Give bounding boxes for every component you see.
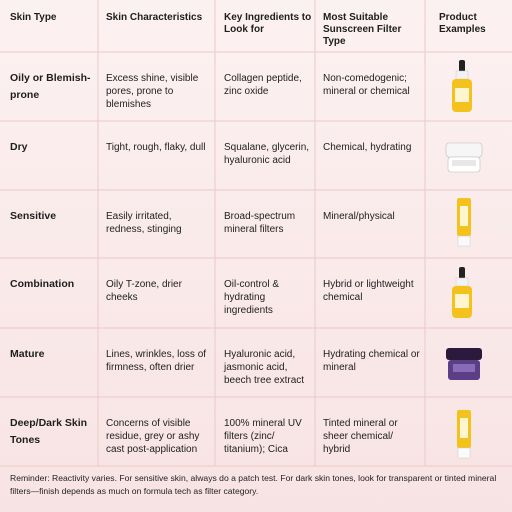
table-cell: Hybrid or lightweight chemical [323, 279, 414, 303]
table-cell: Lines, wrinkles, loss of firmness, often… [106, 349, 207, 373]
table-cell: Mineral/physical [323, 211, 395, 222]
column-header: Most Suitable Sunscreen Filter Type [323, 12, 402, 47]
column-header: Skin Characteristics [106, 12, 203, 23]
product-jar [446, 348, 482, 380]
column-header: Product Examples [439, 12, 486, 35]
product-bottle [452, 267, 472, 318]
table-cell: Squalane, glycerin, hyaluronic acid [224, 142, 310, 166]
row-header: Sensitive [10, 210, 57, 222]
table-cell: Chemical, hydrating [323, 142, 412, 153]
table-cell: Easily irritated, redness, stinging [106, 211, 182, 235]
table-cell: Excess shine, visible pores, prone to bl… [106, 73, 199, 110]
table-cell: Oily T-zone, drier cheeks [106, 279, 182, 303]
row-header: Combination [10, 278, 75, 290]
product-bottle [452, 60, 472, 112]
row-header: Mature [10, 348, 45, 360]
row-header: Oily or Blemish-prone [10, 72, 91, 101]
table-cell: 100% mineral UV filters (zinc/ titanium)… [224, 418, 302, 455]
table-cell: Collagen peptide, zinc oxide [224, 73, 302, 97]
table-cell: Hyaluronic acid, jasmonic acid, beech tr… [224, 349, 305, 386]
product-tube [457, 410, 471, 459]
column-header: Key Ingredients to Look for [224, 12, 312, 35]
product-tube [457, 198, 471, 247]
table-cell: Broad-spectrum mineral filters [224, 211, 296, 235]
row-header: Dry [10, 141, 28, 153]
row-header: Deep/Dark Skin Tones [10, 417, 88, 446]
table-cell: Oil-control & hydrating ingredients [224, 279, 280, 316]
table-cell: Hydrating chemical or mineral [323, 349, 420, 373]
table-cell: Tinted mineral or sheer chemical/ hybrid [323, 418, 398, 455]
footer-note: Reminder: Reactivity varies. For sensiti… [10, 473, 497, 496]
table-cell: Concerns of visible residue, grey or ash… [106, 418, 200, 455]
product-jar [445, 142, 483, 173]
table-cell: Non-comedogenic; mineral or chemical [323, 73, 410, 97]
column-header: Skin Type [10, 12, 57, 23]
grid [0, 0, 512, 467]
table-cell: Tight, rough, flaky, dull [106, 142, 206, 153]
